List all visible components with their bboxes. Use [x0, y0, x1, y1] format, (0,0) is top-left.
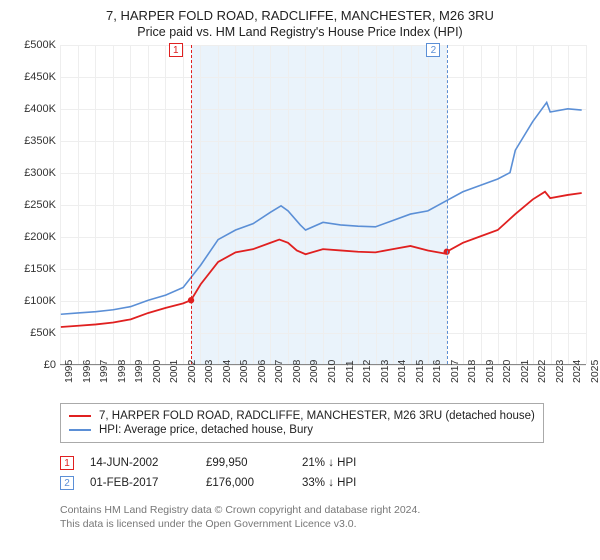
- x-tick-label: 2025: [589, 360, 600, 383]
- x-tick-label: 2024: [571, 360, 583, 383]
- event-list: 1 14-JUN-2002 £99,950 21% ↓ HPI 2 01-FEB…: [60, 453, 586, 493]
- x-tick-label: 1995: [63, 360, 75, 383]
- x-tick-label: 1996: [81, 360, 93, 383]
- y-tick-label: £250K: [24, 199, 56, 211]
- y-tick-label: £300K: [24, 167, 56, 179]
- chart-title: 7, HARPER FOLD ROAD, RADCLIFFE, MANCHEST…: [14, 8, 586, 23]
- x-tick-label: 2006: [256, 360, 268, 383]
- x-tick-label: 2002: [186, 360, 198, 383]
- event-marker-box: 2: [60, 476, 74, 490]
- y-tick-label: £450K: [24, 71, 56, 83]
- event-date: 14-JUN-2002: [90, 457, 190, 469]
- event-price: £176,000: [206, 477, 286, 489]
- legend-row: HPI: Average price, detached house, Bury: [69, 423, 535, 437]
- x-tick-label: 1998: [116, 360, 128, 383]
- event-row: 1 14-JUN-2002 £99,950 21% ↓ HPI: [60, 453, 586, 473]
- event-price: £99,950: [206, 457, 286, 469]
- plot-area: £0 £50K £100K £150K £200K £250K £300K £350K £400…: [14, 45, 586, 395]
- y-tick-label: £350K: [24, 135, 56, 147]
- footnote-line: Contains HM Land Registry data © Crown c…: [60, 504, 420, 516]
- y-tick-label: £50K: [30, 327, 56, 339]
- y-tick-label: £150K: [24, 263, 56, 275]
- x-tick-label: 1997: [98, 360, 110, 383]
- event-row: 2 01-FEB-2017 £176,000 33% ↓ HPI: [60, 473, 586, 493]
- x-tick-label: 2020: [501, 360, 513, 383]
- x-tick-label: 2008: [291, 360, 303, 383]
- x-tick-label: 1999: [133, 360, 145, 383]
- x-tick-label: 2017: [449, 360, 461, 383]
- x-tick-label: 2011: [344, 360, 356, 383]
- chart-titles: 7, HARPER FOLD ROAD, RADCLIFFE, MANCHEST…: [14, 8, 586, 39]
- legend-label: HPI: Average price, detached house, Bury: [99, 424, 313, 436]
- marker-vline: [447, 45, 448, 364]
- x-tick-label: 2021: [519, 360, 531, 383]
- gridline-v: [586, 45, 587, 364]
- x-tick-label: 2015: [414, 360, 426, 383]
- marker-box: 2: [426, 43, 440, 57]
- x-tick-label: 2013: [379, 360, 391, 383]
- legend-swatch: [69, 415, 91, 417]
- footnote: Contains HM Land Registry data © Crown c…: [60, 503, 560, 531]
- event-diff: 21% ↓ HPI: [302, 457, 402, 469]
- y-tick-label: £400K: [24, 103, 56, 115]
- footnote-line: This data is licensed under the Open Gov…: [60, 518, 357, 530]
- marker-box: 1: [169, 43, 183, 57]
- event-date: 01-FEB-2017: [90, 477, 190, 489]
- x-tick-label: 2014: [396, 360, 408, 383]
- x-tick-label: 2016: [431, 360, 443, 383]
- x-tick-label: 2010: [326, 360, 338, 383]
- series-line-hpi: [61, 102, 582, 314]
- x-tick-label: 2023: [554, 360, 566, 383]
- x-tick-label: 2005: [238, 360, 250, 383]
- series-line-property: [61, 192, 582, 327]
- x-tick-label: 2022: [536, 360, 548, 383]
- legend-row: 7, HARPER FOLD ROAD, RADCLIFFE, MANCHEST…: [69, 409, 535, 423]
- x-tick-label: 2012: [361, 360, 373, 383]
- x-tick-label: 2009: [308, 360, 320, 383]
- event-marker-box: 1: [60, 456, 74, 470]
- x-tick-label: 2004: [221, 360, 233, 383]
- x-tick-label: 2018: [466, 360, 478, 383]
- plot-region: 12: [60, 45, 586, 365]
- marker-vline: [191, 45, 192, 364]
- chart-subtitle: Price paid vs. HM Land Registry's House …: [14, 25, 586, 39]
- x-tick-label: 2003: [203, 360, 215, 383]
- legend: 7, HARPER FOLD ROAD, RADCLIFFE, MANCHEST…: [60, 403, 544, 443]
- y-axis: £0£50K£100K£150K£200K£250K£300K£350K£400…: [14, 45, 60, 365]
- y-tick-label: £100K: [24, 295, 56, 307]
- x-tick-label: 2019: [484, 360, 496, 383]
- legend-label: 7, HARPER FOLD ROAD, RADCLIFFE, MANCHEST…: [99, 410, 535, 422]
- x-tick-label: 2001: [168, 360, 180, 383]
- y-tick-label: £200K: [24, 231, 56, 243]
- y-tick-label: £0: [44, 359, 56, 371]
- chart-lines-svg: [60, 45, 586, 364]
- x-tick-label: 2007: [273, 360, 285, 383]
- x-axis: 1995199619971998199920002001200220032004…: [60, 365, 586, 395]
- event-diff: 33% ↓ HPI: [302, 477, 402, 489]
- legend-swatch: [69, 429, 91, 431]
- x-tick-label: 2000: [151, 360, 163, 383]
- y-tick-label: £500K: [24, 39, 56, 51]
- chart-container: 7, HARPER FOLD ROAD, RADCLIFFE, MANCHEST…: [0, 0, 600, 560]
